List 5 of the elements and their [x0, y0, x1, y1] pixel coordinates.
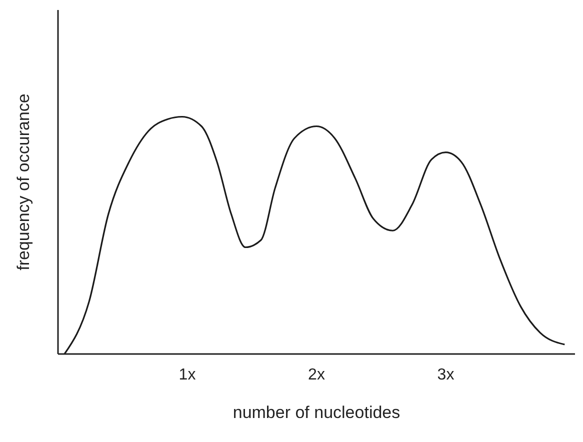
x-tick-label: 1x — [178, 366, 196, 384]
x-tick-label: 3x — [437, 366, 454, 384]
x-tick-label: 2x — [308, 366, 325, 384]
y-axis-title: frequency of occurance — [14, 94, 34, 270]
x-axis-title: number of nucleotides — [232, 403, 400, 422]
